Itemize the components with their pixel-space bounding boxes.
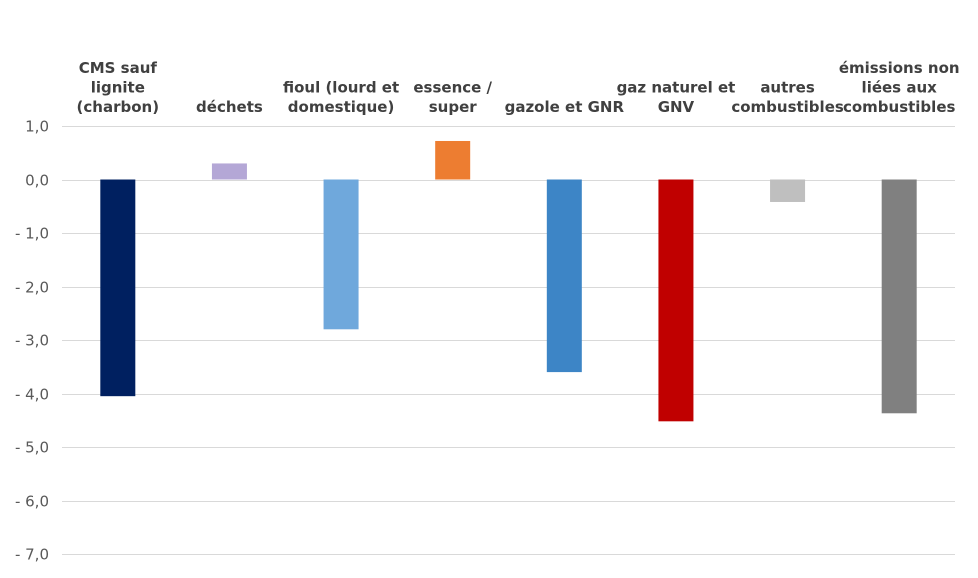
category-label: CMS sauf <box>79 59 158 77</box>
category-label: gazole et GNR <box>505 98 625 116</box>
bar <box>658 179 694 422</box>
category-label: lignite <box>91 79 145 97</box>
category-label: combustibles <box>843 98 956 116</box>
bar <box>323 179 359 330</box>
category-label: déchets <box>196 98 263 116</box>
y-tick-label: - 3,0 <box>15 332 49 350</box>
y-axis: 1,0 0,0 - 1,0 - 2,0 - 3,0 - 4,0 - 5,0 - 6,0 - 7,… <box>15 118 49 564</box>
y-tick-label: 0,0 <box>25 172 49 190</box>
category-label: essence / <box>413 79 492 97</box>
category-label: (charbon) <box>77 98 160 116</box>
category-label: super <box>429 98 478 116</box>
category-label: GNV <box>658 98 695 116</box>
bar <box>770 179 806 202</box>
y-tick-label: - 7,0 <box>15 546 49 564</box>
bar <box>546 179 582 373</box>
bars <box>100 140 917 422</box>
y-tick-label: - 4,0 <box>15 386 49 404</box>
bar <box>881 179 917 414</box>
category-label: fioul (lourd et <box>283 79 399 97</box>
bar <box>435 140 471 180</box>
bar <box>211 163 247 180</box>
category-label: liées aux <box>862 79 938 97</box>
category-label: domestique) <box>288 98 395 116</box>
category-label: gaz naturel et <box>617 79 736 97</box>
category-label: autres <box>760 79 815 97</box>
y-tick-label: - 6,0 <box>15 493 49 511</box>
y-tick-label: - 2,0 <box>15 279 49 297</box>
category-label: combustibles <box>731 98 844 116</box>
bar <box>100 179 136 397</box>
gridlines <box>62 126 955 555</box>
category-labels: CMS sauf lignite(charbon) déchets fioul (lo… <box>77 59 960 116</box>
category-label: émissions non <box>839 59 960 77</box>
y-tick-label: 1,0 <box>25 118 49 136</box>
y-tick-label: - 1,0 <box>15 225 49 243</box>
y-tick-label: - 5,0 <box>15 439 49 457</box>
